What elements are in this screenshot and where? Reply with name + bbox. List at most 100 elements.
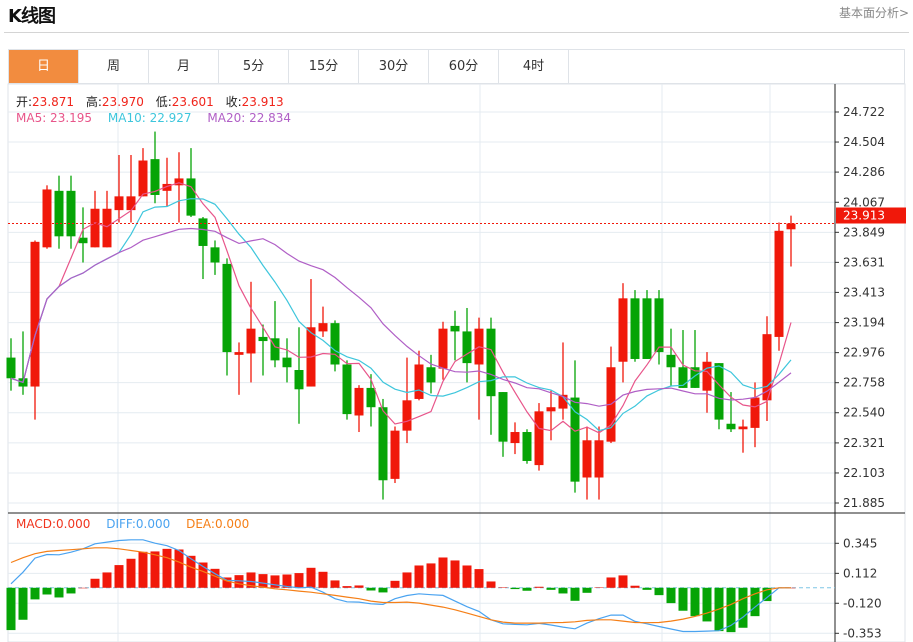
- macd-bar: [474, 569, 484, 588]
- candle-body: [762, 334, 772, 401]
- candle-body: [102, 208, 112, 248]
- candle-body: [126, 196, 136, 211]
- diff-line: [10, 539, 791, 633]
- macd-bar: [438, 557, 448, 588]
- tab-5min[interactable]: 5分: [219, 50, 289, 83]
- macd-bar: [654, 587, 664, 596]
- macd-bar: [186, 555, 196, 588]
- price-tick-label: 22.758: [843, 376, 885, 390]
- tab-day[interactable]: 日: [9, 50, 79, 83]
- candle-body: [354, 387, 364, 416]
- macd-bar: [366, 587, 376, 591]
- fundamental-analysis-link[interactable]: 基本面分析>: [838, 6, 909, 20]
- macd-bar: [378, 587, 388, 593]
- macd-bar: [150, 551, 160, 588]
- dea-value: DEA:0.000: [186, 517, 250, 531]
- ma10-line: [10, 198, 792, 432]
- macd-tick-label: -0.120: [843, 596, 882, 610]
- price-tick-label: 22.321: [843, 436, 885, 450]
- macd-value: MACD:0.000: [16, 517, 91, 531]
- price-tick-label: 22.103: [843, 466, 885, 480]
- macd-tick-label: 0.112: [843, 566, 877, 580]
- candle-body: [546, 407, 556, 412]
- macd-bar: [426, 563, 436, 588]
- candle-body: [642, 298, 652, 359]
- candle-body: [366, 387, 376, 408]
- price-tick-label: 23.413: [843, 285, 885, 299]
- candle-body: [318, 323, 328, 332]
- price-tick-label: 24.067: [843, 195, 885, 209]
- macd-bar: [78, 587, 88, 589]
- macd-bar: [642, 587, 652, 590]
- open-value: 23.871: [32, 95, 75, 109]
- candle-body: [738, 426, 748, 430]
- ma20-value: MA20: 22.834: [207, 111, 292, 125]
- tab-week[interactable]: 周: [79, 50, 149, 83]
- candle-body: [570, 397, 580, 482]
- candle-body: [750, 397, 760, 428]
- tab-60min[interactable]: 60分: [429, 50, 499, 83]
- macd-bar: [282, 574, 292, 588]
- candle-body: [654, 298, 664, 353]
- candle-body: [234, 352, 244, 355]
- candle-body: [438, 328, 448, 369]
- candle-body: [246, 328, 256, 354]
- candle-body: [486, 328, 496, 397]
- last-price-label: 23.913: [843, 208, 885, 222]
- candle-body: [114, 196, 124, 211]
- candle-body: [186, 178, 196, 216]
- candle-body: [78, 237, 88, 244]
- candle-body: [582, 440, 592, 478]
- macd-bar: [558, 587, 568, 594]
- dea-line: [10, 547, 791, 624]
- macd-bar: [198, 562, 208, 588]
- macd-bar: [318, 571, 328, 588]
- candle-body: [678, 367, 688, 388]
- candle-body: [510, 432, 520, 444]
- macd-bar: [6, 587, 16, 631]
- candle-body: [702, 361, 712, 391]
- tab-month[interactable]: 月: [149, 50, 219, 83]
- candle-body: [714, 363, 724, 420]
- tab-15min[interactable]: 15分: [289, 50, 359, 83]
- macd-bar: [762, 587, 772, 602]
- macd-bar: [402, 572, 412, 588]
- candle-body: [162, 183, 172, 191]
- candle-body: [498, 392, 508, 442]
- macd-bar: [678, 587, 688, 611]
- macd-bar: [726, 587, 736, 633]
- candle-body: [534, 411, 544, 466]
- macd-bar: [330, 580, 340, 588]
- macd-bar: [498, 587, 508, 588]
- candle-body: [54, 190, 64, 237]
- price-tick-label: 23.194: [843, 316, 885, 330]
- macd-legend: MACD:0.000 DIFF:0.000 DEA:0.000: [16, 517, 249, 531]
- candle-body: [630, 298, 640, 359]
- candle-body: [66, 190, 76, 237]
- macd-bar: [570, 587, 580, 601]
- high-value: 23.970: [101, 95, 144, 109]
- macd-tick-label: -0.353: [843, 626, 882, 640]
- macd-bar: [18, 587, 28, 620]
- candle-body: [258, 336, 268, 342]
- page-title: K线图: [8, 6, 56, 27]
- ma5-value: MA5: 23.195: [16, 111, 93, 125]
- low-label: 低:: [155, 95, 172, 109]
- candle-body: [390, 430, 400, 479]
- candle-body: [270, 338, 280, 361]
- candle-body: [30, 241, 40, 387]
- ma10-value: MA10: 22.927: [107, 111, 192, 125]
- candle-body: [378, 407, 388, 481]
- macd-bar: [618, 575, 628, 588]
- macd-bar: [702, 587, 712, 622]
- macd-bar: [414, 565, 424, 588]
- tab-4hour[interactable]: 4时: [499, 50, 569, 83]
- candle-body: [150, 159, 160, 195]
- ma-legend: MA5: 23.195 MA10: 22.927 MA20: 22.834: [16, 111, 291, 125]
- price-tick-label: 24.286: [843, 165, 885, 179]
- candle-body: [42, 189, 52, 248]
- macd-bar: [450, 560, 460, 588]
- low-value: 23.601: [171, 95, 214, 109]
- tab-30min[interactable]: 30分: [359, 50, 429, 83]
